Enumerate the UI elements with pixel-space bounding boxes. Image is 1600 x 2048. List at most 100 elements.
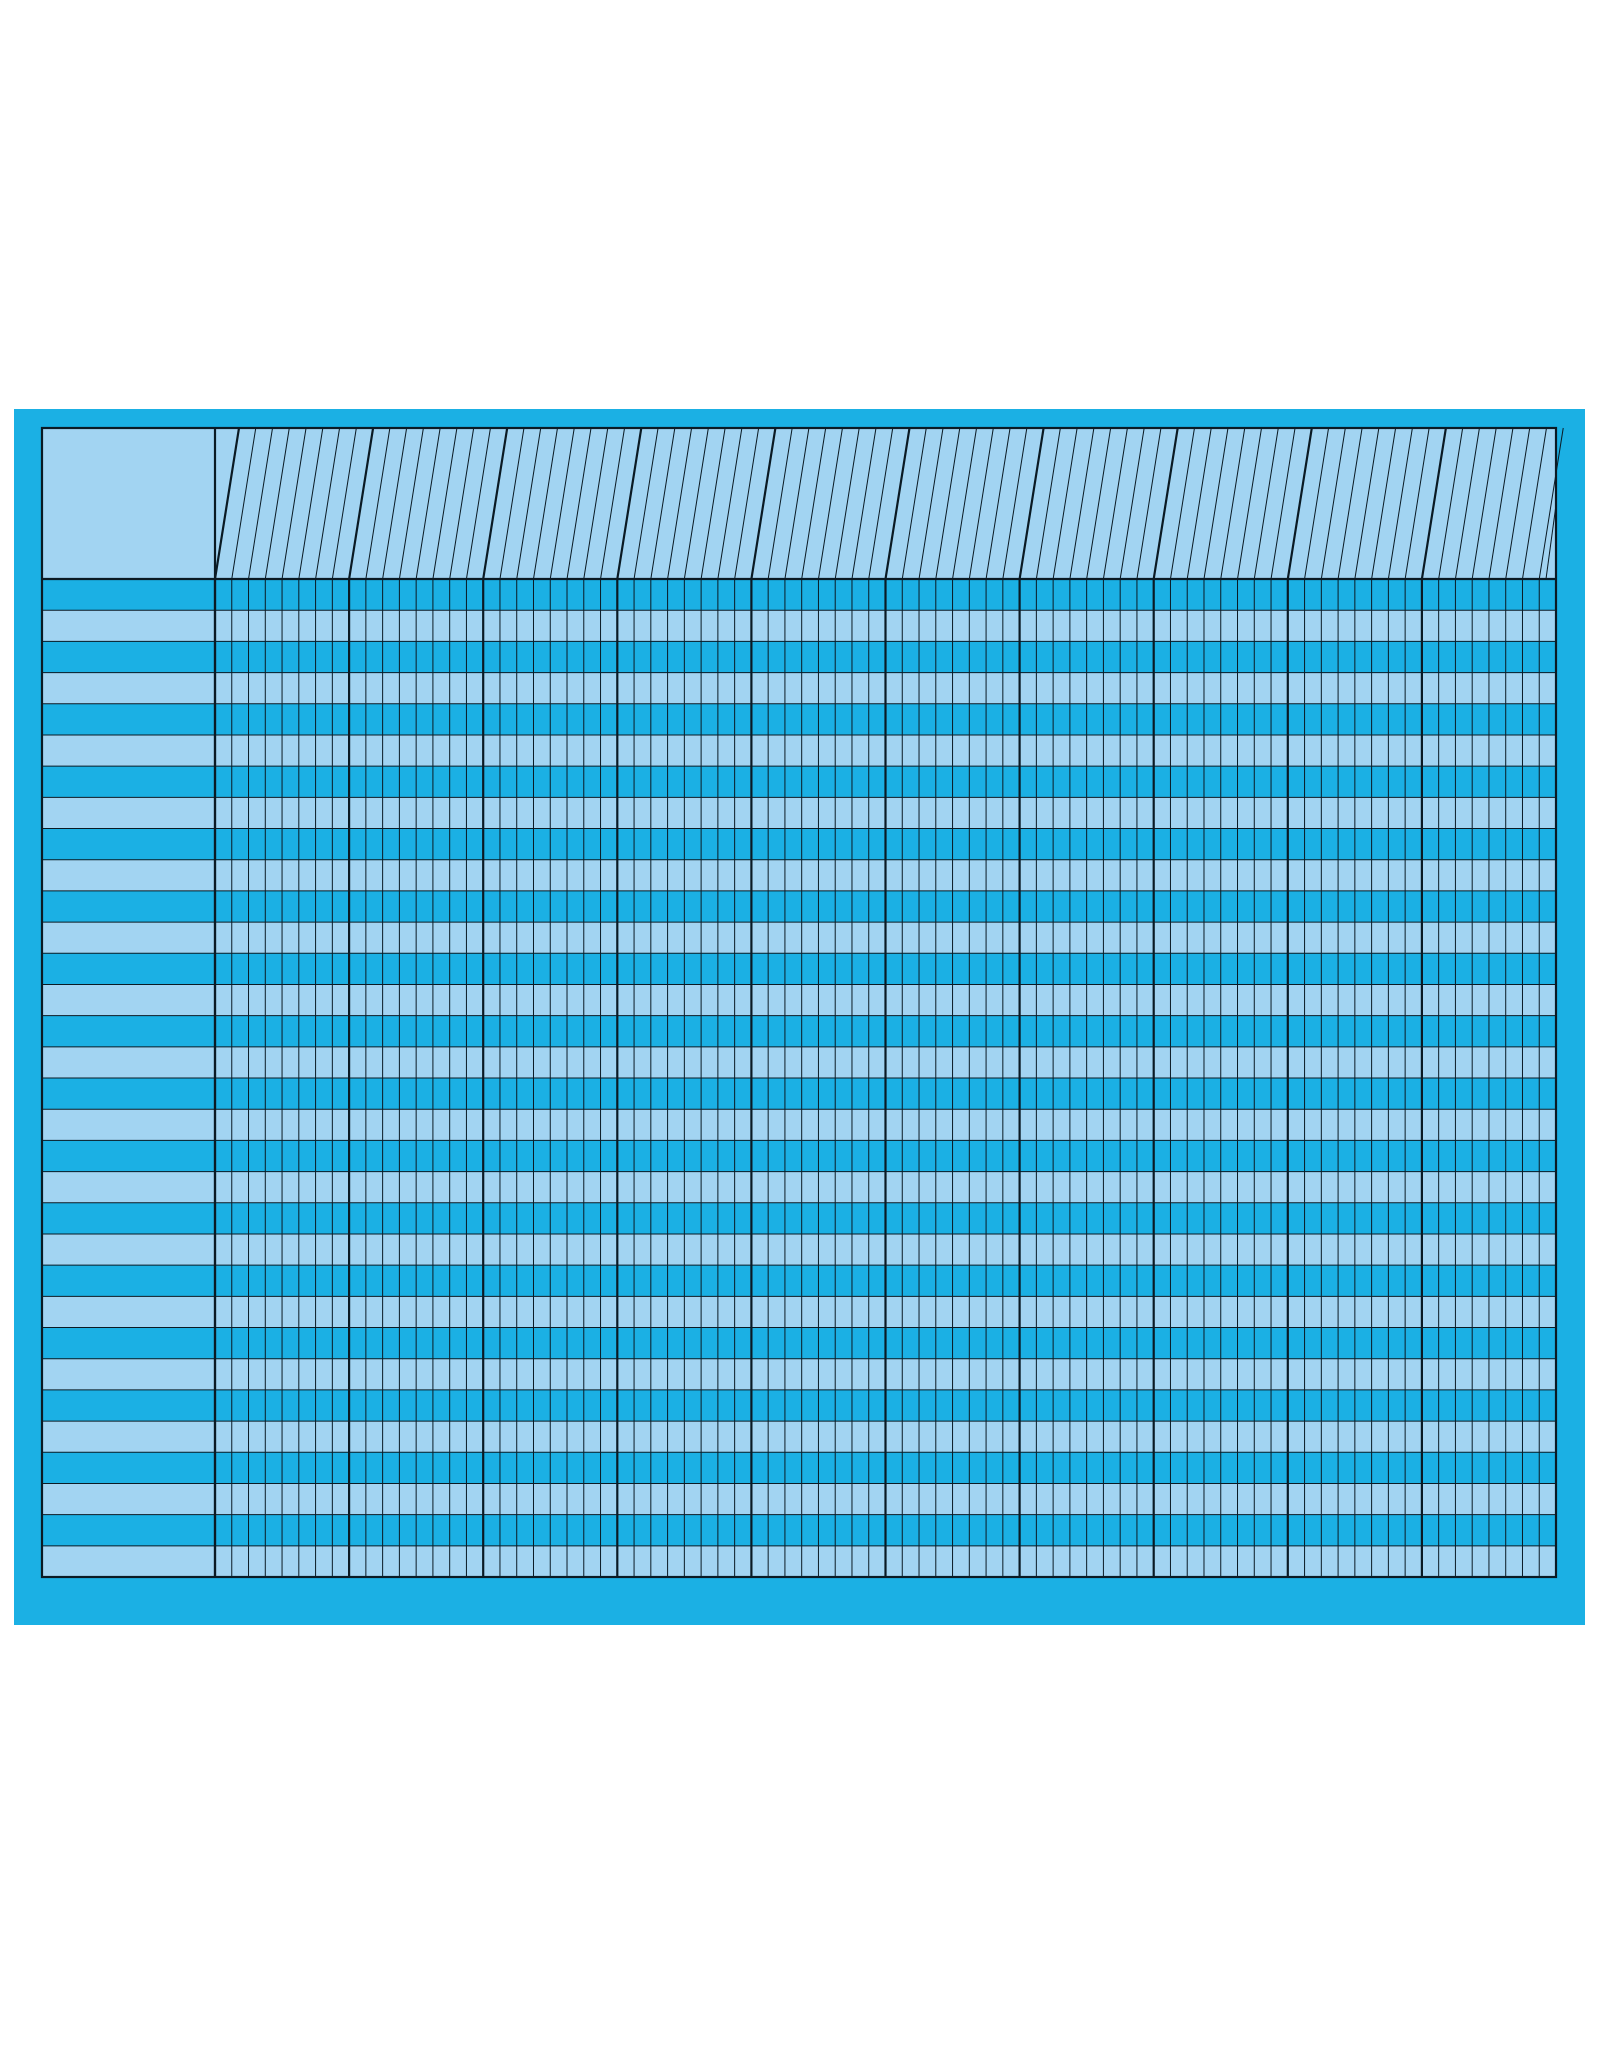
header-group-slant bbox=[213, 427, 241, 580]
chart-row bbox=[42, 890, 1556, 923]
header-slant-line bbox=[901, 427, 927, 580]
header-slant-line bbox=[1488, 427, 1514, 580]
header-slant-line bbox=[1169, 427, 1195, 580]
header-slant-line bbox=[1304, 427, 1330, 580]
header-group-slant bbox=[616, 427, 643, 580]
chart-row bbox=[42, 1202, 1556, 1235]
chart-row bbox=[42, 1265, 1556, 1297]
header-slant-line bbox=[382, 427, 408, 580]
header-slant-line bbox=[952, 427, 978, 580]
header-slant-line bbox=[700, 427, 726, 580]
header-slant-line bbox=[1454, 427, 1480, 580]
header-slant-line bbox=[600, 427, 626, 580]
header-slant-line bbox=[449, 427, 475, 580]
header-slant-line bbox=[667, 427, 693, 580]
chart-row bbox=[42, 1421, 1556, 1453]
header-slant-line bbox=[1471, 427, 1497, 580]
header-slant-line bbox=[331, 427, 357, 580]
header-slant-line bbox=[1035, 427, 1061, 580]
chart-row bbox=[42, 1483, 1556, 1516]
header-group-slant bbox=[348, 427, 375, 580]
header-slant-line bbox=[1371, 427, 1397, 580]
chart-row bbox=[42, 953, 1556, 985]
header-slant-line bbox=[264, 427, 290, 580]
chart-row bbox=[42, 859, 1556, 892]
header-slant-line bbox=[1237, 427, 1263, 580]
chart-row bbox=[42, 1078, 1556, 1110]
header-slant-line bbox=[1521, 427, 1547, 580]
header-slant-line bbox=[817, 427, 843, 580]
header-slant-line bbox=[1337, 427, 1363, 580]
chart-row bbox=[42, 1327, 1556, 1360]
header-slant-line bbox=[415, 427, 441, 580]
header-slant-line bbox=[734, 427, 760, 580]
header-group-slant bbox=[750, 427, 777, 580]
chart-row bbox=[42, 1140, 1556, 1173]
header-slant-line bbox=[1354, 427, 1380, 580]
chart-row bbox=[42, 703, 1556, 736]
header-slant-line bbox=[398, 427, 424, 580]
header-slant-line bbox=[1203, 427, 1229, 580]
chart-rows bbox=[42, 579, 1556, 1578]
header-slant-line bbox=[1052, 427, 1078, 580]
header-slant-line bbox=[784, 427, 810, 580]
header-slant-line bbox=[1438, 427, 1464, 580]
header-slant-line bbox=[549, 427, 575, 580]
header-slant-line bbox=[365, 427, 391, 580]
chart-row bbox=[42, 1545, 1556, 1578]
header-slant-line bbox=[231, 427, 257, 580]
header-slant-line bbox=[248, 427, 274, 580]
chart-row bbox=[42, 1389, 1556, 1422]
chart-row bbox=[42, 734, 1556, 767]
chart-row bbox=[42, 1296, 1556, 1328]
header-slant-line bbox=[281, 427, 307, 580]
chart-row bbox=[42, 766, 1556, 798]
header-slant-line bbox=[1320, 427, 1346, 580]
header-right-slant bbox=[1545, 504, 1557, 580]
header-slant-line bbox=[1186, 427, 1212, 580]
header-group-slant bbox=[1152, 427, 1179, 580]
header-slant-line bbox=[566, 427, 592, 580]
chart-row bbox=[42, 922, 1556, 954]
header-slant-line bbox=[1387, 427, 1413, 580]
header-group-slant bbox=[1286, 427, 1313, 580]
header-slant-line bbox=[985, 427, 1011, 580]
header-slant-line bbox=[516, 427, 542, 580]
chart-row bbox=[42, 828, 1556, 861]
chart-row bbox=[42, 1046, 1556, 1079]
header-slant-line bbox=[1270, 427, 1296, 580]
chart-row bbox=[42, 1171, 1556, 1204]
chart-row bbox=[42, 1452, 1556, 1484]
chart-row bbox=[42, 1233, 1556, 1266]
chart-row bbox=[42, 672, 1556, 705]
chart-grid-lines bbox=[40, 426, 1558, 1579]
header-group-slant bbox=[884, 427, 911, 580]
header-slant-line bbox=[1505, 427, 1531, 580]
header-slant-line bbox=[532, 427, 558, 580]
header-slant-line bbox=[767, 427, 793, 580]
chart-row bbox=[42, 984, 1556, 1017]
chart-row bbox=[42, 610, 1556, 642]
header-slant-line bbox=[315, 427, 341, 580]
chart-header bbox=[42, 427, 1564, 580]
header-slant-line bbox=[868, 427, 894, 580]
header-slant-line bbox=[1538, 427, 1564, 580]
chart-row bbox=[42, 1109, 1556, 1141]
header-slant-line bbox=[834, 427, 860, 580]
chart-row bbox=[42, 797, 1556, 829]
chart-row bbox=[42, 579, 1556, 611]
header-slant-line bbox=[633, 427, 659, 580]
chart-row bbox=[42, 641, 1556, 674]
header-slant-line bbox=[1253, 427, 1279, 580]
header-slant-line bbox=[298, 427, 324, 580]
header-slant-line bbox=[432, 427, 458, 580]
header-slant-line bbox=[1069, 427, 1095, 580]
chart-row bbox=[42, 1358, 1556, 1391]
header-slant-line bbox=[1136, 427, 1162, 580]
grid-outer-border bbox=[40, 426, 1558, 1579]
header-slant-line bbox=[683, 427, 709, 580]
header-slant-line bbox=[968, 427, 994, 580]
header-slant-line bbox=[851, 427, 877, 580]
